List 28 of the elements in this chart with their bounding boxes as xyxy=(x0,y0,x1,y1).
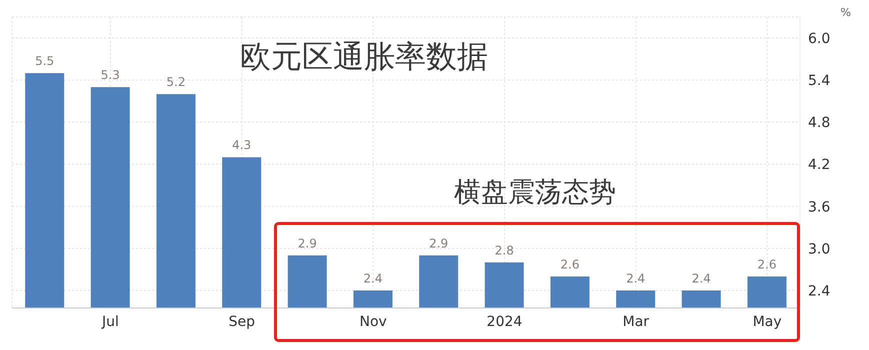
y-tick-label: 4.8 xyxy=(808,115,830,132)
data-label: 2.4 xyxy=(692,271,711,286)
data-label: 4.3 xyxy=(232,138,252,152)
y-tick-label: 2.4 xyxy=(808,283,830,300)
data-label: 5.5 xyxy=(35,54,54,68)
y-tick-label: 4.2 xyxy=(808,157,830,174)
x-tick-label: Mar xyxy=(622,314,650,330)
data-label: 2.6 xyxy=(757,257,777,272)
y-tick-label: 6.0 xyxy=(808,31,830,48)
y-tick-label: 3.0 xyxy=(808,241,830,258)
data-label: 2.9 xyxy=(298,236,317,250)
data-label: 2.4 xyxy=(363,271,383,286)
x-tick-label: 2024 xyxy=(486,314,522,330)
data-label: 2.9 xyxy=(429,236,448,250)
y-axis-title: % xyxy=(840,6,851,19)
x-tick-label: May xyxy=(752,314,782,330)
annotation: 横盘震荡态势 xyxy=(454,176,616,210)
y-tick-label: 3.6 xyxy=(808,199,830,216)
annotation: 欧元区通胀率数据 xyxy=(240,38,488,77)
y-tick-label: 5.4 xyxy=(808,73,830,90)
x-tick-label: Jul xyxy=(101,314,119,330)
data-label: 2.8 xyxy=(494,243,514,258)
data-label: 2.4 xyxy=(626,271,646,286)
data-label: 5.2 xyxy=(166,75,186,90)
data-label: 5.3 xyxy=(100,68,120,82)
data-label: 2.6 xyxy=(560,257,580,272)
x-tick-label: Sep xyxy=(228,314,256,330)
x-tick-label: Nov xyxy=(360,314,387,330)
